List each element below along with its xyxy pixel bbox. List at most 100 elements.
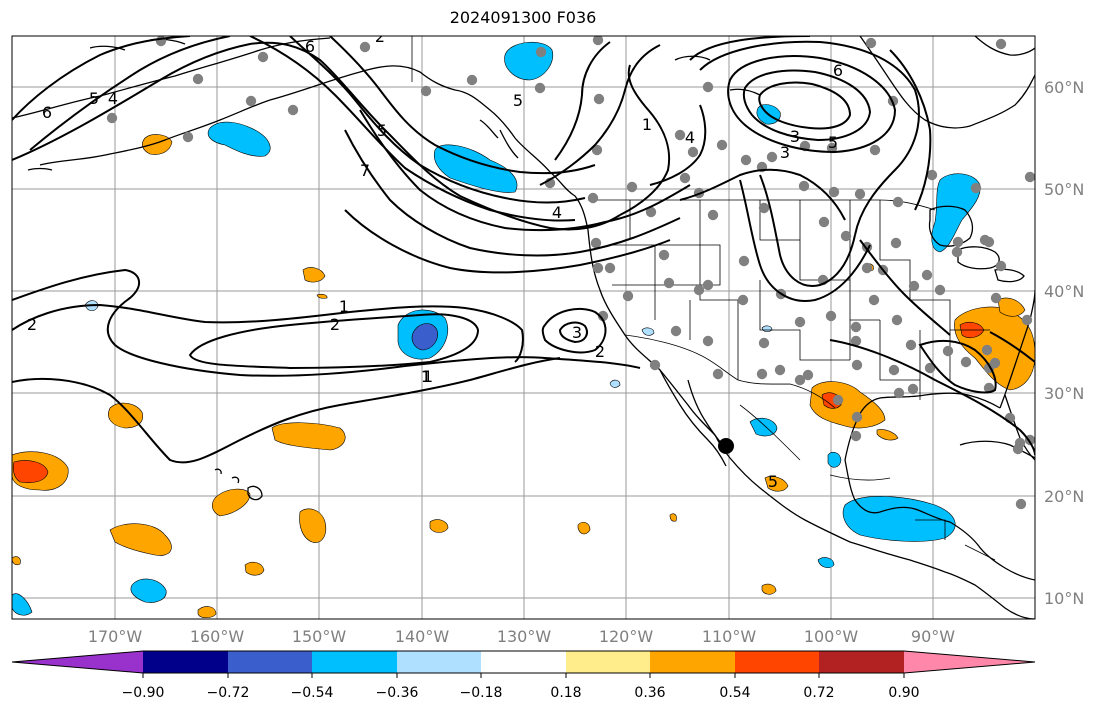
- station-dot: [798, 180, 810, 192]
- svg-text:1: 1: [423, 367, 433, 386]
- svg-text:3: 3: [572, 323, 582, 342]
- contour-label: 4: [685, 128, 695, 147]
- colorbar-segment: [228, 651, 312, 673]
- station-dot: [766, 151, 778, 163]
- colorbar-ticks: −0.90 −0.72 −0.54 −0.36 −0.18 0.18 0.36 0.54 0.7…: [122, 673, 920, 701]
- svg-text:5: 5: [828, 133, 838, 152]
- contour-label: 1: [642, 115, 652, 134]
- station-dot: [934, 284, 946, 296]
- station-dot: [869, 144, 881, 156]
- political-borders: [411, 36, 996, 561]
- station-dot: [1012, 443, 1024, 455]
- colorbar-tick-label: −0.18: [460, 685, 503, 701]
- station-dot: [960, 356, 972, 368]
- station-dot: [970, 182, 982, 194]
- station-dot: [907, 383, 919, 395]
- station-dot: [951, 246, 963, 258]
- station-dot: [794, 316, 806, 328]
- station-dot: [592, 36, 604, 46]
- colorbar-segment: [904, 651, 1035, 673]
- station-dot: [106, 112, 118, 124]
- station-dot: [868, 294, 880, 306]
- contour-label: 2: [375, 36, 385, 46]
- station-dot: [1015, 498, 1027, 510]
- station-dot: [420, 85, 432, 97]
- longitude-label: 130°W: [497, 627, 552, 646]
- contour-label: 4: [108, 89, 118, 108]
- station-dot: [802, 369, 814, 381]
- station-dot: [995, 38, 1007, 50]
- svg-text:1: 1: [339, 297, 349, 316]
- svg-text:3: 3: [780, 143, 790, 162]
- station-dot: [702, 335, 714, 347]
- station-dot: [658, 249, 670, 261]
- station-dot: [891, 314, 903, 326]
- station-dot: [774, 364, 786, 376]
- station-dot: [593, 93, 605, 105]
- station-dot: [893, 387, 905, 399]
- colorbar-tick-label: −0.90: [122, 685, 165, 701]
- station-dot: [534, 82, 546, 94]
- station-dot: [707, 209, 719, 221]
- station-dot: [712, 368, 724, 380]
- station-dot: [591, 144, 603, 156]
- svg-text:4: 4: [685, 128, 695, 147]
- station-dot: [587, 192, 599, 204]
- station-dot: [245, 95, 257, 107]
- latitude-labels: 60°N 50°N 40°N 30°N 20°N 10°N: [1044, 78, 1084, 608]
- colorbar-tick-label: 0.72: [803, 685, 834, 701]
- latitude-label: 60°N: [1044, 78, 1084, 97]
- station-dot: [892, 196, 904, 208]
- map-title: 2024091300 F036: [449, 8, 597, 27]
- colorbar-segment: [819, 651, 904, 673]
- location-marker: [718, 438, 734, 454]
- svg-text:4: 4: [552, 203, 562, 222]
- station-dot: [888, 364, 900, 376]
- station-dot: [926, 169, 938, 181]
- colorbar: [11, 650, 1036, 674]
- station-dot: [590, 237, 602, 249]
- station-dot: [287, 104, 299, 116]
- station-dot: [738, 255, 750, 267]
- station-dot: [679, 172, 691, 184]
- station-dot: [851, 411, 863, 423]
- station-dot: [981, 344, 993, 356]
- contour-label: 7: [360, 161, 370, 180]
- station-dot: [622, 290, 634, 302]
- station-dot: [828, 186, 840, 198]
- svg-text:5: 5: [377, 121, 387, 140]
- station-markers: [106, 36, 1035, 510]
- longitude-label: 170°W: [88, 627, 143, 646]
- latitude-label: 50°N: [1044, 180, 1084, 199]
- station-dot: [649, 359, 661, 371]
- svg-text:3: 3: [790, 127, 800, 146]
- contour-label: 6: [305, 37, 315, 56]
- station-dot: [702, 279, 714, 291]
- colorbar-segment: [566, 651, 650, 673]
- longitude-label: 160°W: [190, 627, 245, 646]
- station-dot: [942, 345, 954, 357]
- latitude-label: 40°N: [1044, 282, 1084, 301]
- contour-label: 5: [768, 472, 778, 491]
- contour-label: 1: [423, 367, 433, 386]
- station-dot: [756, 368, 768, 380]
- station-dot: [952, 236, 964, 248]
- longitude-label: 100°W: [804, 627, 859, 646]
- station-dot: [908, 280, 920, 292]
- colorbar-segment: [481, 651, 566, 673]
- station-dot: [758, 337, 770, 349]
- svg-text:1: 1: [421, 367, 431, 386]
- station-dot: [924, 362, 936, 374]
- contour-label: 1: [421, 367, 431, 386]
- station-dot: [645, 206, 657, 218]
- contour-label: 2: [595, 342, 605, 361]
- station-dot: [851, 359, 863, 371]
- station-dot: [737, 294, 749, 306]
- svg-text:1: 1: [642, 115, 652, 134]
- station-dot: [832, 394, 844, 406]
- colorbar-segment: [143, 651, 228, 673]
- station-dot: [825, 310, 837, 322]
- colorbar-segment: [397, 651, 481, 673]
- station-dot: [597, 310, 609, 322]
